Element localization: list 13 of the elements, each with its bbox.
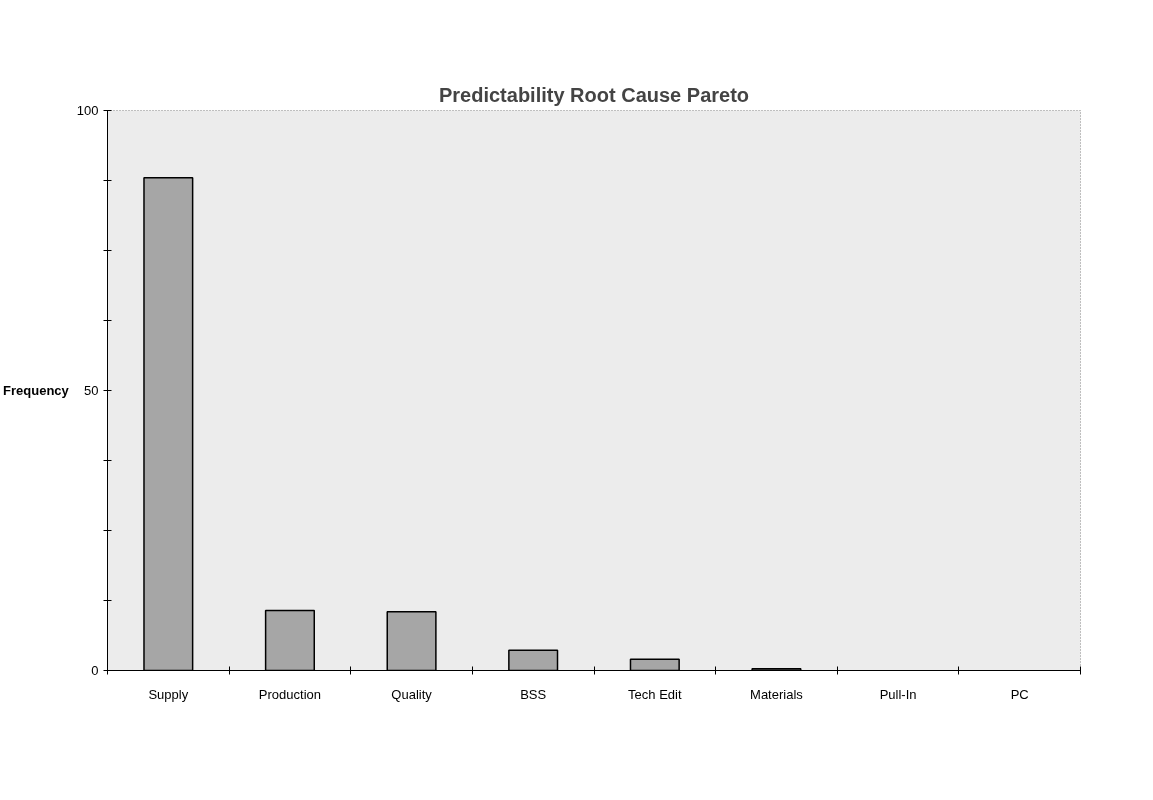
x-tick-label: Tech Edit: [628, 686, 682, 702]
y-tick-label: 50: [84, 383, 99, 398]
x-tick-label: PC: [1010, 686, 1029, 702]
x-tick-label: Pull-In: [879, 686, 917, 702]
x-tick-label: Production: [258, 686, 322, 702]
y-axis-title: Frequency: [3, 383, 70, 398]
x-tick-label: BSS: [520, 686, 547, 702]
chart-title: Predictability Root Cause Pareto: [438, 83, 750, 106]
x-tick-label: Materials: [750, 686, 804, 702]
x-tick-label: Quality: [391, 686, 433, 702]
x-tick-label: Supply: [148, 686, 189, 702]
y-tick-label: 100: [76, 103, 99, 118]
y-tick-label: 0: [91, 663, 99, 678]
